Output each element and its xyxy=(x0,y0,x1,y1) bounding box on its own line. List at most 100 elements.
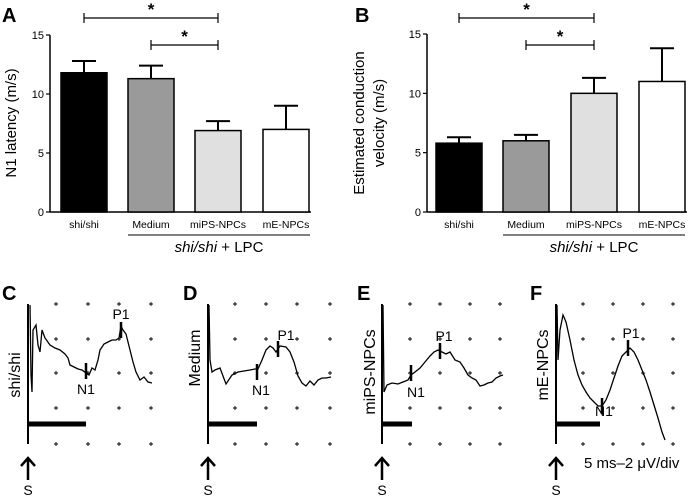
grid-cross xyxy=(468,371,472,375)
trace-label-e: miPS-NPCs xyxy=(362,329,379,414)
grid-cross xyxy=(611,337,615,341)
grid-cross xyxy=(233,442,237,446)
trace-label-f: mE-NPCs xyxy=(535,329,552,400)
panel-letter-a: A xyxy=(2,5,16,27)
group-label-rest: + LPC xyxy=(217,239,263,256)
stim-label-d: S xyxy=(203,482,212,498)
grid-cross xyxy=(295,302,299,306)
grid-cross xyxy=(468,442,472,446)
p1-label-d: P1 xyxy=(277,327,294,343)
significance-star: * xyxy=(557,27,564,46)
grid-cross xyxy=(295,442,299,446)
grid-cross xyxy=(328,337,332,341)
grid-cross xyxy=(233,302,237,306)
grid-cross xyxy=(641,337,645,341)
grid-cross xyxy=(295,337,299,341)
trace-e xyxy=(382,304,504,393)
grid-cross xyxy=(468,406,472,410)
y-tick-label: 15 xyxy=(409,29,421,41)
n1-label-d: N1 xyxy=(252,382,270,398)
grid-cross xyxy=(641,406,645,410)
n1-label-c: N1 xyxy=(77,381,95,397)
grid-cross xyxy=(54,371,58,375)
grid-cross xyxy=(671,302,675,306)
grid-cross xyxy=(671,442,675,446)
grid-cross xyxy=(468,302,472,306)
grid-cross xyxy=(581,302,585,306)
y-tick-label: 15 xyxy=(32,30,44,42)
grid-cross xyxy=(54,302,58,306)
grid-cross xyxy=(149,406,153,410)
bar-medium xyxy=(127,77,175,213)
grid-cross xyxy=(117,406,121,410)
grid-cross xyxy=(54,406,58,410)
group-label: shi/shi + LPC xyxy=(550,239,639,256)
grid-cross xyxy=(328,442,332,446)
bar-medium xyxy=(502,140,550,213)
x-tick-label: miPS-NPCs xyxy=(190,219,246,231)
trace-f xyxy=(556,304,666,441)
x-tick-label: miPS-NPCs xyxy=(566,219,622,231)
significance-star: * xyxy=(181,27,188,46)
x-tick-label: shi/shi xyxy=(444,219,474,231)
y-tick-label: 5 xyxy=(415,148,421,160)
y-tick-label: 0 xyxy=(415,207,421,219)
y-tick-label: 5 xyxy=(38,148,44,160)
grid-cross xyxy=(149,442,153,446)
y-tick-label: 0 xyxy=(38,207,44,219)
stim-label-f: S xyxy=(551,482,560,498)
grid-cross xyxy=(581,442,585,446)
chart-a: 0 5 10 15 N1 latency (m/s) shi/shi Medium miPS-… xyxy=(3,0,311,256)
bar-me-npcs xyxy=(262,128,310,213)
grid-cross xyxy=(671,337,675,341)
grid-cross xyxy=(149,337,153,341)
bar-mips-npcs xyxy=(570,92,618,213)
grid-cross xyxy=(438,371,442,375)
stim-arrow-icon xyxy=(548,456,564,480)
x-tick-label: Medium xyxy=(132,219,170,231)
stim-arrow-icon xyxy=(200,456,216,480)
group-label-italic: shi/shi xyxy=(175,239,218,256)
grid-cross xyxy=(295,406,299,410)
group-label-italic: shi/shi xyxy=(550,239,593,256)
grid-cross xyxy=(233,337,237,341)
grid-cross xyxy=(498,302,502,306)
panel-letter-d: D xyxy=(183,283,197,305)
trace-c xyxy=(29,304,153,393)
stim-arrow-icon xyxy=(20,456,36,480)
group-label: shi/shi + LPC xyxy=(175,239,264,256)
grid-cross xyxy=(581,406,585,410)
p1-label-f: P1 xyxy=(622,325,639,341)
grid-cross xyxy=(408,442,412,446)
x-tick-label: mE-NPCs xyxy=(263,219,310,231)
grid-cross xyxy=(328,406,332,410)
y-tick-label: 10 xyxy=(409,88,421,100)
grid-cross xyxy=(671,406,675,410)
scale-label: 5 ms–2 μV/div xyxy=(584,455,680,472)
group-label-rest: + LPC xyxy=(592,239,638,256)
grid-cross xyxy=(611,442,615,446)
grid-cross xyxy=(264,371,268,375)
grid-cross xyxy=(328,302,332,306)
grid-cross xyxy=(149,371,153,375)
grid-cross xyxy=(149,302,153,306)
grid-cross xyxy=(468,337,472,341)
grid-cross xyxy=(671,371,675,375)
panel-letter-b: B xyxy=(355,5,369,27)
grid-cross xyxy=(117,371,121,375)
grid-cross xyxy=(54,337,58,341)
grid-cross xyxy=(408,337,412,341)
significance-star: * xyxy=(148,0,155,19)
x-tick-label: mE-NPCs xyxy=(639,219,686,231)
grid-cross xyxy=(86,442,90,446)
grid-cross xyxy=(86,406,90,410)
trace-panel-d xyxy=(207,304,332,444)
panel-letter-f: F xyxy=(530,283,542,305)
grid-cross xyxy=(117,302,121,306)
stim-arrow-icon xyxy=(374,456,390,480)
grid-cross xyxy=(641,442,645,446)
grid-cross xyxy=(581,337,585,341)
y-tick-label: 10 xyxy=(32,89,44,101)
bar-shi-shi xyxy=(60,72,108,213)
x-tick-label: shi/shi xyxy=(69,219,99,231)
